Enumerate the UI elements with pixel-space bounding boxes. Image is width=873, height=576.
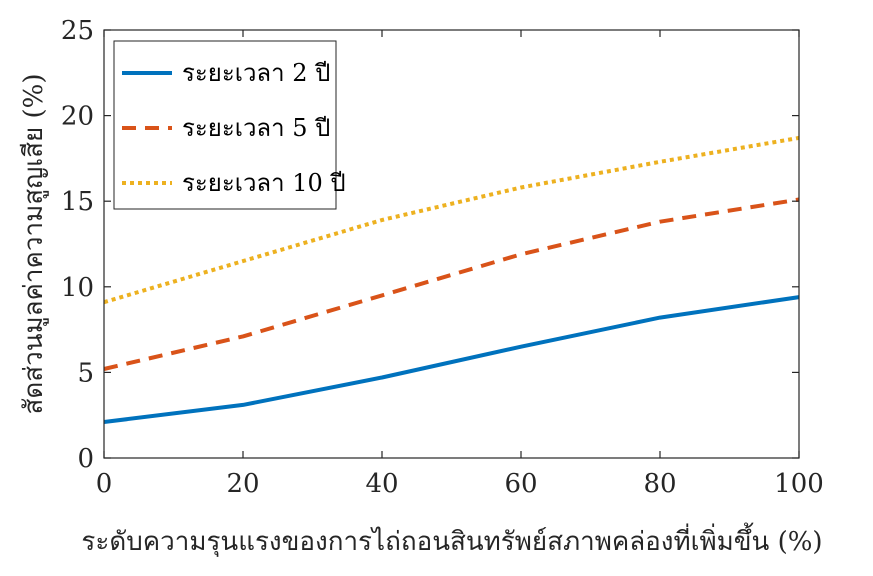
y-tick-label: 15 [61, 187, 94, 217]
x-tick-label: 40 [365, 469, 398, 499]
label-layer: 0 20 40 60 80 100 0 5 10 15 20 25 [61, 16, 824, 499]
y-tick-label: 5 [77, 358, 94, 388]
x-tick-label: 20 [226, 469, 259, 499]
legend: ระยะเวลา 2 ปีระยะเวลา 5 ปีระยะเวลา 10 ปี [113, 40, 346, 210]
legend-label-1: ระยะเวลา 2 ปี [182, 59, 330, 87]
tick-layer [103, 29, 800, 459]
series-line-2 [103, 197, 800, 371]
series-line-1 [103, 295, 800, 424]
legend-box [113, 40, 337, 210]
y-tick-label: 20 [61, 102, 94, 132]
x-tick-label: 100 [774, 469, 824, 499]
legend-label-2: ระยะเวลา 5 ปี [182, 114, 330, 142]
y-tick-label: 10 [61, 273, 94, 303]
y-tick-label: 25 [61, 16, 94, 46]
x-tick-label: 60 [504, 469, 537, 499]
y-tick-label: 0 [77, 444, 94, 474]
y-axis-title: สัดส่วนมูลค่าความสูญเสีย (%) [19, 73, 49, 414]
legend-label-3: ระยะเวลา 10 ปี [182, 169, 346, 197]
x-tick-label: 0 [96, 469, 113, 499]
plot-frame [103, 29, 800, 459]
x-axis-title: ระดับความรุนแรงของการไถ่ถอนสินทรัพย์สภาพ… [81, 522, 822, 557]
series-line-3 [103, 135, 800, 305]
x-tick-label: 80 [643, 469, 676, 499]
